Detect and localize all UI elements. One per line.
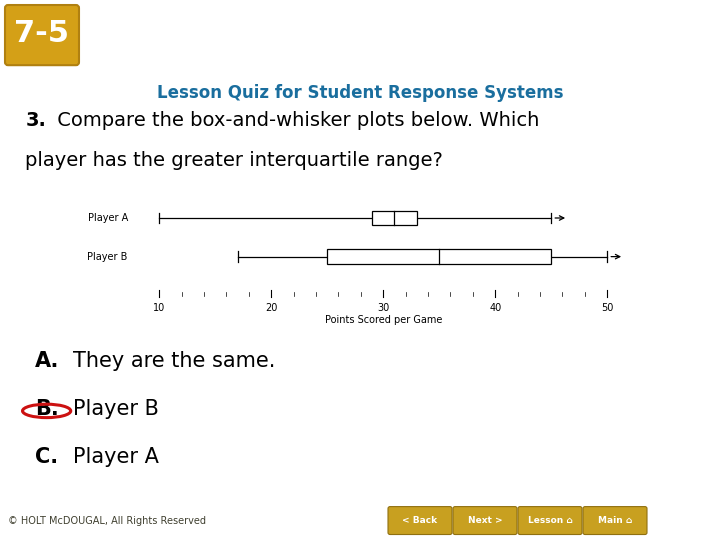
Text: Box-and-Whisker Plots: Box-and-Whisker Plots	[90, 19, 462, 47]
Text: 7-5: 7-5	[14, 18, 70, 48]
Text: © HOLT McDOUGAL, All Rights Reserved: © HOLT McDOUGAL, All Rights Reserved	[8, 516, 206, 526]
Text: Player A: Player A	[88, 213, 128, 223]
Text: 10: 10	[153, 303, 166, 313]
FancyBboxPatch shape	[453, 507, 517, 535]
Text: < Back: < Back	[402, 516, 438, 525]
Text: B.: B.	[35, 399, 58, 419]
FancyBboxPatch shape	[5, 5, 79, 65]
Text: Player B: Player B	[73, 399, 159, 419]
Text: 40: 40	[489, 303, 501, 313]
Text: A.: A.	[35, 350, 59, 370]
Text: C.: C.	[35, 448, 58, 468]
Text: player has the greater interquartile range?: player has the greater interquartile ran…	[25, 151, 443, 170]
Bar	[372, 211, 417, 225]
Text: Player A: Player A	[73, 448, 159, 468]
FancyBboxPatch shape	[388, 507, 452, 535]
Text: 3.: 3.	[25, 111, 46, 130]
Text: 50: 50	[601, 303, 613, 313]
FancyBboxPatch shape	[583, 507, 647, 535]
Text: Lesson Quiz for Student Response Systems: Lesson Quiz for Student Response Systems	[157, 84, 563, 102]
FancyBboxPatch shape	[518, 507, 582, 535]
Bar	[327, 249, 552, 264]
Text: 30: 30	[377, 303, 390, 313]
Text: Next >: Next >	[468, 516, 503, 525]
Text: They are the same.: They are the same.	[73, 350, 276, 370]
Text: Lesson ⌂: Lesson ⌂	[528, 516, 572, 525]
Text: Player B: Player B	[87, 252, 128, 261]
Text: Main ⌂: Main ⌂	[598, 516, 632, 525]
Text: Points Scored per Game: Points Scored per Game	[325, 315, 442, 325]
Text: Compare the box-and-whisker plots below. Which: Compare the box-and-whisker plots below.…	[50, 111, 539, 130]
Text: 20: 20	[265, 303, 277, 313]
